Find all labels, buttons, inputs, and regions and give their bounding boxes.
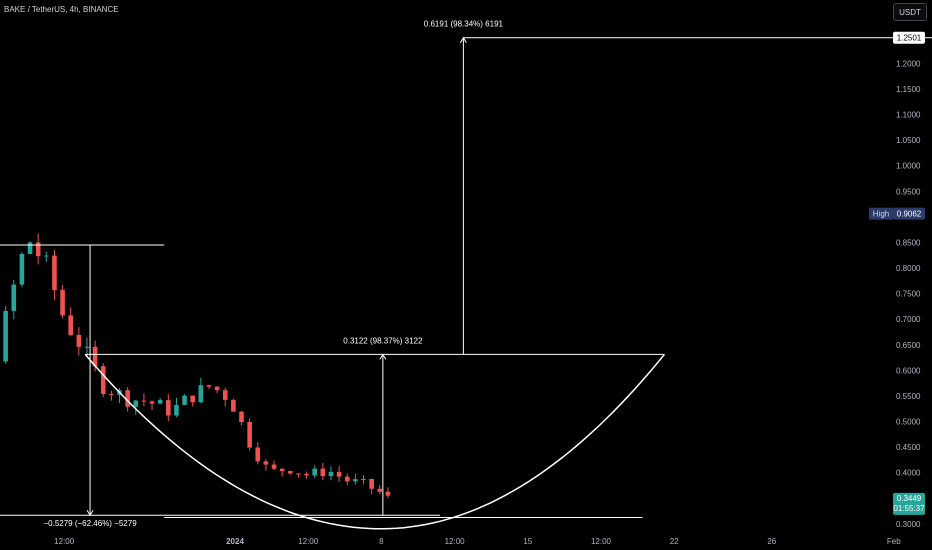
y-tick-label: 1.1000	[896, 111, 921, 120]
candle-body	[76, 334, 82, 347]
candle-body	[52, 255, 57, 291]
bar-countdown: 01:55:37	[893, 504, 925, 513]
candle-body	[320, 468, 326, 477]
candle-body	[344, 476, 350, 482]
high-price-value: 0.9062	[897, 210, 922, 219]
cup-arc[interactable]	[84, 353, 665, 530]
target-measure-label: 0.6191 (98.34%) 6191	[424, 20, 504, 29]
x-tick-label: Feb	[887, 537, 901, 546]
y-tick-label: 1.1500	[896, 85, 921, 94]
candle-body	[3, 310, 8, 362]
y-tick-label: 0.8500	[896, 238, 921, 247]
y-tick-label: 0.4000	[896, 469, 921, 478]
x-tick-label: 12:00	[298, 537, 319, 546]
candle-body	[11, 284, 17, 311]
candle-body	[84, 346, 90, 348]
candle-body	[198, 385, 204, 403]
y-tick-label: 0.7500	[896, 290, 921, 299]
candle-body	[92, 346, 98, 367]
candle-body	[239, 411, 244, 423]
candle-body	[304, 473, 309, 476]
y-tick-label: 0.4500	[896, 443, 921, 452]
candle-body	[279, 468, 285, 472]
x-tick-label: 12:00	[591, 537, 612, 546]
x-tick-label: 2024	[226, 537, 244, 546]
target-price-value: 1.2501	[897, 34, 922, 43]
y-tick-label: 0.9500	[896, 187, 921, 196]
high-label-badge	[869, 207, 893, 220]
candle-body	[231, 399, 236, 412]
x-tick-label: 12:00	[54, 537, 75, 546]
candle-body	[19, 253, 25, 285]
candle-body	[369, 478, 374, 489]
y-tick-label: 0.5500	[896, 392, 921, 401]
mid-measure-label: 0.3122 (98.37%) 3122	[343, 336, 423, 345]
candle-body	[35, 242, 41, 257]
candle-body	[312, 468, 318, 476]
candle-body	[109, 394, 114, 396]
candle-body	[271, 464, 277, 469]
x-tick-label: 22	[670, 537, 679, 546]
candle-body	[353, 479, 358, 482]
candle-body	[60, 290, 65, 316]
candle-body	[190, 395, 196, 403]
candle-body	[328, 471, 334, 477]
last-price-value: 0.3449	[897, 494, 922, 503]
candle-body	[149, 401, 155, 404]
high-price-badge	[893, 207, 925, 220]
candle-body	[68, 315, 74, 335]
candle-body	[157, 400, 163, 404]
currency-button[interactable]: USDT	[893, 3, 927, 21]
candle-body	[27, 242, 33, 254]
candle-body	[288, 471, 293, 474]
candle-body	[182, 395, 187, 405]
candle-body	[361, 478, 366, 480]
target-price-badge	[893, 31, 925, 44]
candle-body	[141, 400, 147, 402]
y-tick-label: 0.3000	[896, 520, 921, 529]
x-tick-label: 15	[523, 537, 532, 546]
candle-body	[206, 385, 212, 387]
candle-body	[133, 400, 139, 407]
y-tick-label: 0.7000	[896, 315, 921, 324]
x-tick-label: 12:00	[445, 537, 466, 546]
candle-body	[214, 386, 220, 391]
candle-body	[263, 461, 269, 465]
y-tick-label: 1.2000	[896, 59, 921, 68]
candle-body	[336, 471, 342, 477]
candle-body	[125, 390, 130, 407]
down-measure-arrow-head	[86, 509, 94, 517]
candle-body	[174, 404, 179, 416]
candle-body	[247, 422, 252, 448]
y-tick-label: 1.0000	[896, 162, 921, 171]
symbol-title: BAKE / TetherUS, 4h, BINANCE	[4, 5, 119, 14]
down-measure-label: −0.5279 (−62.46%) −5279	[43, 519, 137, 528]
y-tick-label: 0.5000	[896, 418, 921, 427]
candle-body	[296, 473, 301, 475]
candle-body	[377, 488, 383, 492]
candle-body	[255, 447, 261, 462]
candle-body	[44, 255, 49, 257]
y-tick-label: 0.6000	[896, 366, 921, 375]
candle-body	[100, 366, 106, 395]
x-tick-label: 8	[379, 537, 384, 546]
y-tick-label: 0.8000	[896, 264, 921, 273]
high-label-text: High	[873, 210, 889, 219]
x-tick-label: 26	[767, 537, 776, 546]
candle-body	[166, 400, 171, 416]
candle-body	[222, 390, 228, 400]
y-tick-label: 1.0500	[896, 136, 921, 145]
candle-body	[385, 491, 391, 496]
last-price-badge	[893, 492, 925, 515]
y-tick-label: 0.6500	[896, 341, 921, 350]
